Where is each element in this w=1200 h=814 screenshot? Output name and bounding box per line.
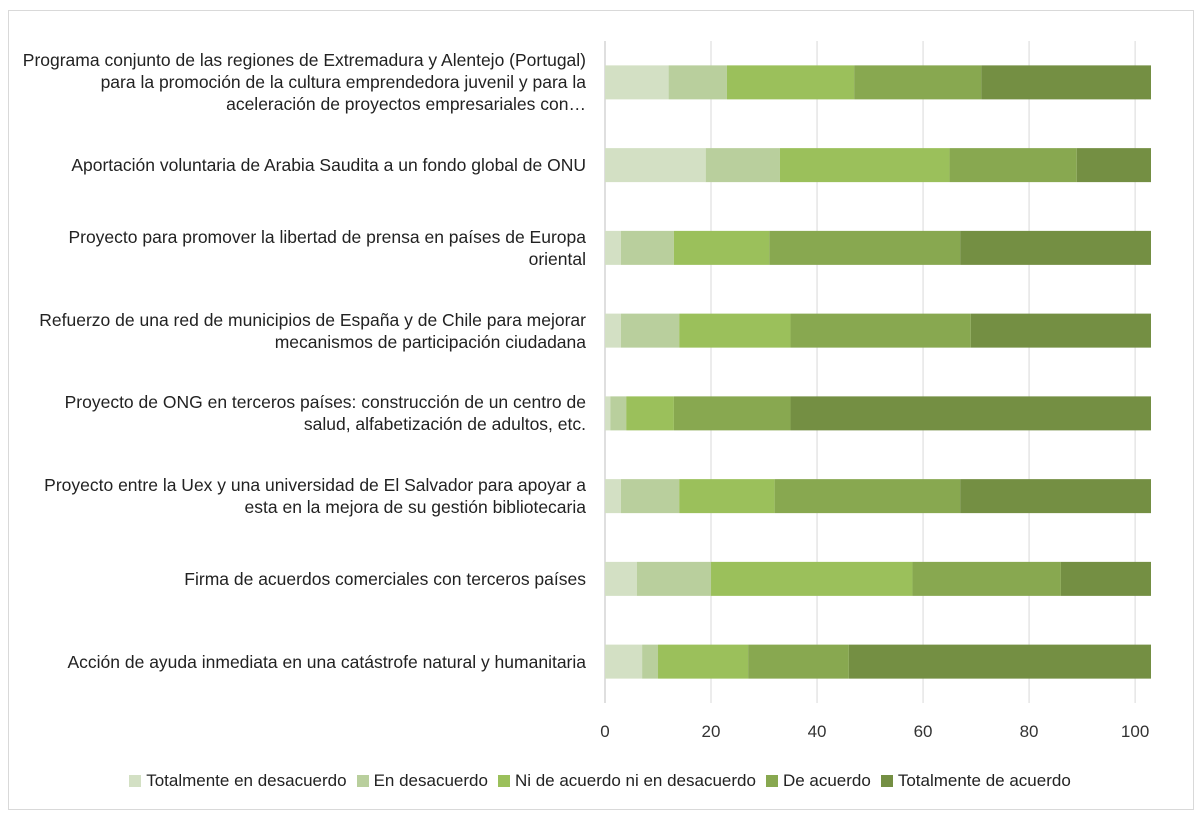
legend-label: Totalmente en desacuerdo (146, 771, 347, 790)
legend-swatch (765, 775, 778, 787)
bar-segment (605, 313, 621, 348)
bar-segment (769, 230, 961, 265)
y-tick-label: Proyecto de ONG en terceros países: cons… (64, 392, 586, 435)
y-tick-label: Acción de ayuda inmediata en una catástr… (67, 651, 586, 672)
bar-segment (848, 644, 1151, 679)
legend-swatch (497, 775, 510, 787)
y-tick-label: Aportación voluntaria de Arabia Saudita … (71, 155, 586, 176)
bar-segment (673, 396, 791, 431)
legend-item: Totalmente en desacuerdo (129, 771, 347, 791)
bar-segment (790, 396, 1151, 431)
bar-segment (620, 479, 680, 514)
bar-segment (642, 644, 659, 679)
bar-segment (970, 313, 1151, 348)
legend-label: En desacuerdo (373, 771, 488, 790)
legend-label: Totalmente de acuerdo (897, 771, 1071, 790)
chart-frame (8, 10, 1194, 810)
y-tick-label: Refuerzo de una red de municipios de Esp… (39, 309, 586, 352)
legend-swatch (129, 775, 142, 787)
bar-segment (960, 230, 1151, 265)
bar-segment (1076, 148, 1151, 183)
legend: Totalmente en desacuerdo En desacuerdo Ni … (0, 771, 1200, 791)
legend-item: En desacuerdo (356, 771, 488, 791)
y-tick-label: Proyecto para promover la libertad de pr… (68, 226, 586, 269)
bar-segment (605, 644, 643, 679)
x-tick-label: 80 (1019, 722, 1039, 741)
bar-segment (854, 65, 982, 100)
y-tick-label: Proyecto entre la Uex y una universidad … (44, 475, 586, 518)
bar-segment (705, 148, 780, 183)
x-tick-label: 100 (1120, 722, 1150, 741)
bar-segment (658, 644, 749, 679)
legend-swatch (880, 775, 893, 787)
legend-swatch (356, 775, 369, 787)
x-tick-label: 20 (701, 722, 721, 741)
legend-label: De acuerdo (782, 771, 871, 790)
bar-segment (1060, 561, 1151, 596)
x-tick-label: 0 (600, 722, 610, 741)
bar-segment (605, 148, 706, 183)
bar-segment (679, 313, 791, 348)
bar-segment (605, 561, 637, 596)
bar-segment (620, 230, 674, 265)
y-tick-label: Firma de acuerdos comerciales con tercer… (184, 568, 586, 589)
bar-segment (949, 148, 1077, 183)
bar-segment (790, 313, 971, 348)
x-tick-label: 60 (913, 722, 933, 741)
legend-item: Ni de acuerdo ni en desacuerdo (497, 771, 756, 791)
legend-item: De acuerdo (765, 771, 871, 791)
bar-segment (912, 561, 1061, 596)
y-tick-label: Programa conjunto de las regiones de Ext… (22, 50, 586, 115)
bar-segment (668, 65, 727, 100)
bar-segment (779, 148, 950, 183)
bar-segment (673, 230, 770, 265)
bar-segment (605, 396, 611, 431)
bar-segment (605, 479, 621, 514)
bar-segment (748, 644, 849, 679)
legend-label: Ni de acuerdo ni en desacuerdo (514, 771, 756, 790)
x-tick-label: 40 (807, 722, 827, 741)
bar-segment (626, 396, 674, 431)
bar-segment (726, 65, 855, 100)
bar-segment (605, 65, 669, 100)
bar-segment (711, 561, 913, 596)
bar-segment (605, 230, 621, 265)
bar-segment (774, 479, 961, 514)
bar-segment (981, 65, 1151, 100)
legend-item: Totalmente de acuerdo (880, 771, 1071, 791)
bar-segment (610, 396, 627, 431)
bar-segment (960, 479, 1151, 514)
bar-segment (620, 313, 680, 348)
bar-segment (636, 561, 712, 596)
bar-segment (679, 479, 775, 514)
